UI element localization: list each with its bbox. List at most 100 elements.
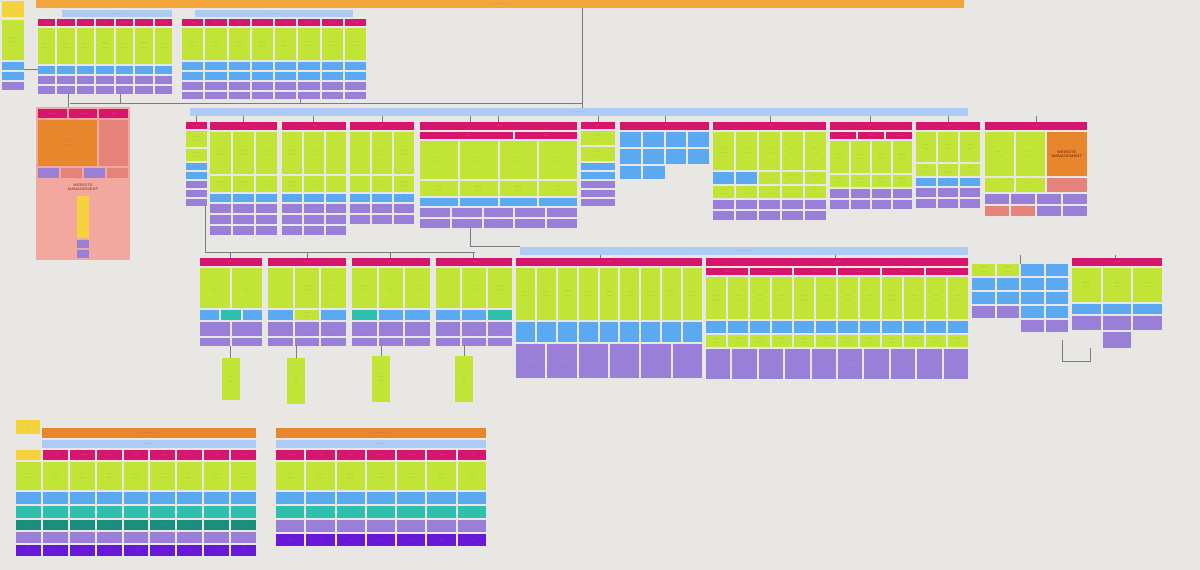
p4-node-green[interactable]: ···· ·· ··· ···: [372, 132, 392, 174]
b1-grid-node-blue[interactable]: ··· ·: [231, 492, 257, 504]
p5-node-purple[interactable]: ·· ··: [420, 219, 450, 228]
b1-grid-node-green[interactable]: ···· ·· ··· ···: [177, 462, 203, 490]
b2-grid-node-purple[interactable]: ·· ··: [306, 520, 335, 532]
q6-node-blue[interactable]: ··· ·: [838, 321, 858, 333]
b2-grid-node-magenta[interactable]: · ·····: [427, 450, 456, 460]
p10-node-purple[interactable]: ·· ··: [938, 199, 958, 208]
p2-node-blue[interactable]: ··· ·: [233, 194, 254, 202]
b1-tag-node-yellow[interactable]: ··· ··: [16, 420, 40, 434]
q5-node-green[interactable]: ···· ·· ··· ···: [683, 268, 703, 320]
g2-grid-node-purple[interactable]: ·· ··: [228, 92, 250, 99]
p9-node-green[interactable]: ···· ·· ··· ···: [851, 141, 870, 173]
p7-node-blue[interactable]: ··· ·: [643, 166, 665, 179]
p10-node-purple[interactable]: ·· ··: [960, 199, 980, 208]
q8-node-green[interactable]: ···· ·· ··· ···: [1072, 268, 1101, 302]
b2-grid-node-green[interactable]: ···· ·· ··· ···: [306, 462, 335, 490]
q6-node-purple[interactable]: ·· ··: [732, 349, 757, 379]
q8-node-blue[interactable]: ··· ·: [1072, 304, 1101, 314]
q6-node-blue[interactable]: ··· ·: [882, 321, 902, 333]
q6-node-blue[interactable]: ··· ·: [926, 321, 946, 333]
g1-grid-node-purple[interactable]: ·· ··: [57, 86, 75, 94]
g2-grid-node-blue[interactable]: ··· ·: [321, 62, 343, 70]
p6-node-blue[interactable]: ··· ·: [581, 163, 615, 170]
q5-node-purple[interactable]: ·· ··: [641, 344, 671, 378]
b1-grid-node-darkteal[interactable]: ·· ·: [177, 520, 203, 530]
b2-grid-node-teal[interactable]: ·· ·: [366, 506, 396, 518]
p3-node-blue[interactable]: ··· ·: [282, 194, 302, 202]
p3-node-purple[interactable]: ·· ··: [304, 204, 324, 213]
g1-grid-node-magenta[interactable]: · ·····: [154, 19, 172, 26]
q3-node-purple[interactable]: ·· ··: [378, 322, 404, 336]
q3-node-purple[interactable]: ·· ··: [352, 338, 377, 346]
q2-node-purple[interactable]: ·· ··: [321, 322, 347, 336]
p7-node-blue[interactable]: ··· ·: [620, 149, 641, 164]
b1-grid-node-magenta[interactable]: · ·····: [150, 450, 176, 460]
p8-node-purple[interactable]: ·· ··: [759, 200, 780, 209]
q3-node-purple[interactable]: ·· ··: [352, 322, 377, 336]
p11-node-orange[interactable]: WEBSITE MANAGEMENT: [1046, 132, 1088, 176]
p2-node-green[interactable]: ···· ·· ··· ···: [210, 176, 231, 192]
q3-node-magenta[interactable]: · ·····: [352, 258, 430, 266]
team-panel-node-magenta[interactable]: · ·····: [68, 109, 98, 118]
g1-grid-node-purple[interactable]: ·· ··: [154, 76, 172, 84]
b2-grid-node-teal[interactable]: ·· ·: [397, 506, 426, 518]
g2-grid-node-magenta[interactable]: · ·····: [205, 19, 227, 26]
p2-node-purple[interactable]: ·· ··: [210, 226, 231, 235]
g2-grid-node-purple[interactable]: ·· ··: [275, 82, 297, 90]
b2-grid-node-darkpurple[interactable]: · ··: [336, 534, 365, 546]
p5-node-purple[interactable]: ·· ··: [547, 219, 577, 228]
q6-node-purple[interactable]: ·· ··: [890, 349, 916, 379]
q6-node-green[interactable]: ···· ·· ··· ···: [728, 335, 748, 347]
b1-grid-node-purple[interactable]: ·· ··: [150, 532, 176, 543]
q3-node-green[interactable]: ···· ·· ··· ···: [352, 268, 377, 308]
b1-grid-node-teal[interactable]: ·· ·: [177, 506, 203, 518]
q1-node-purple[interactable]: ·· ··: [232, 338, 262, 346]
p2-node-purple[interactable]: ·· ··: [233, 226, 254, 235]
b2-band-node-band[interactable]: ·· ····· ··: [276, 440, 486, 448]
q6-node-blue[interactable]: ··· ·: [794, 321, 814, 333]
b1-grid-node-blue[interactable]: ··· ·: [16, 492, 41, 504]
g1-grid-node-magenta[interactable]: · ·····: [96, 19, 114, 26]
g1-band-node-band[interactable]: ·· ····· ··: [62, 10, 172, 17]
b1-grid-node-green[interactable]: ···· ·· ··· ···: [42, 462, 68, 490]
q6-node-green[interactable]: ···· ·· ··· ···: [838, 335, 858, 347]
p8-node-green[interactable]: ···· ·· ··· ···: [805, 172, 826, 184]
p9-node-green[interactable]: ···· ·· ··· ···: [893, 141, 912, 173]
q8-node-blue[interactable]: ··· ·: [1133, 304, 1163, 314]
q8-node-blue[interactable]: ··· ·: [1102, 304, 1132, 314]
q6-node-green[interactable]: ···· ·· ··· ···: [706, 277, 726, 319]
q1-node-purple[interactable]: ·· ··: [200, 322, 230, 336]
p6-node-blue[interactable]: ··· ·: [581, 172, 615, 179]
p5-node-green[interactable]: ···· ·· ··· ···: [459, 141, 498, 179]
b2-grid-node-purple[interactable]: ·· ··: [366, 520, 396, 532]
p10-node-green[interactable]: ···· ·· ··· ···: [960, 164, 980, 176]
p4-node-magenta[interactable]: · ·····: [350, 122, 414, 130]
q6-node-magenta[interactable]: · ·····: [838, 268, 880, 275]
b1-grid-node-blue[interactable]: ··· ·: [42, 492, 68, 504]
p4-node-green[interactable]: ···· ·· ··· ···: [372, 176, 392, 192]
q6-node-green[interactable]: ···· ·· ··· ···: [816, 335, 836, 347]
q6-node-purple[interactable]: ·· ··: [838, 349, 863, 379]
p3-node-green[interactable]: ···· ·· ··· ···: [304, 176, 324, 192]
b1-grid-node-teal[interactable]: ·· ·: [16, 506, 41, 518]
b1-grid-node-darkpurple[interactable]: · ··: [69, 545, 95, 556]
g2-grid-node-blue[interactable]: ··· ·: [182, 62, 204, 70]
p9-node-purple[interactable]: ·· ··: [830, 189, 849, 198]
q2-node-purple[interactable]: ·· ··: [294, 338, 320, 346]
b2-grid-node-green[interactable]: ···· ·· ··· ···: [276, 462, 305, 490]
q7-node-blue[interactable]: ··· ·: [1021, 306, 1044, 318]
p8-node-green[interactable]: ···· ·· ··· ···: [782, 172, 803, 184]
p8-node-green[interactable]: ···· ·· ··· ···: [782, 186, 803, 198]
p3-node-green[interactable]: ···· ·· ··· ···: [304, 132, 324, 174]
g2-grid-node-green[interactable]: ···· ·· ··· ···: [182, 28, 204, 60]
p7-node-blue[interactable]: ··· ·: [620, 132, 641, 147]
q2-node-purple[interactable]: ·· ··: [268, 322, 293, 336]
b2-grid-node-magenta[interactable]: · ·····: [397, 450, 426, 460]
p11-node-purple[interactable]: ·· ··: [1037, 206, 1061, 216]
q6-node-green[interactable]: ···· ·· ··· ···: [860, 277, 880, 319]
q7-node-green[interactable]: ···· ·· ··· ···: [996, 264, 1019, 276]
b2-grid-node-teal[interactable]: ·· ·: [457, 506, 486, 518]
g1-grid-node-purple[interactable]: ·· ··: [57, 76, 75, 84]
phase-bar-node-gold[interactable]: ·· ····· ····· ···· ·: [36, 0, 964, 8]
corner-tag-node-yellow[interactable]: ··· ··: [2, 1, 24, 17]
